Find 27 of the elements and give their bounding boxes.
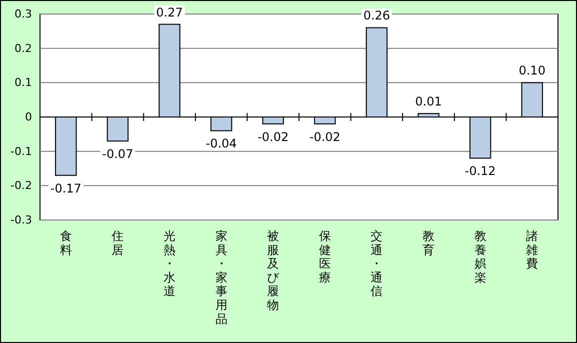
data-label: 0.10 (518, 64, 546, 78)
x-tick-label: 教養娯楽 (474, 229, 486, 284)
data-label: 0.26 (363, 8, 390, 23)
x-tick-label: 食料 (60, 229, 72, 257)
data-label: 0.01 (415, 94, 442, 109)
data-label: 0.27 (156, 5, 183, 20)
y-tick-label: 0 (25, 110, 32, 124)
x-tick-label: 家具・家事用品 (215, 229, 228, 326)
y-tick-label: -0.3 (10, 214, 32, 227)
data-label: -0.02 (309, 130, 340, 144)
y-tick-label: 0.2 (14, 42, 32, 55)
x-tick-label: 被服及び履物 (267, 229, 280, 312)
y-tick-label: 0.1 (14, 76, 32, 90)
data-label: -0.17 (50, 181, 82, 196)
x-tick-label: 光熱・水道 (164, 229, 176, 298)
y-tick-label: 0.3 (14, 8, 32, 21)
data-label: -0.12 (464, 164, 496, 178)
x-tick-label: 諸雑費 (526, 229, 538, 271)
data-label: -0.02 (258, 130, 289, 144)
x-tick-label: 住居 (110, 229, 124, 257)
data-label: -0.07 (102, 147, 134, 162)
data-label: -0.04 (206, 136, 237, 151)
x-tick-label: 交通・通信 (370, 229, 383, 298)
x-tick-label: 保健医療 (318, 229, 331, 284)
y-tick-label: -0.1 (10, 144, 32, 158)
x-tick-label: 教育 (422, 229, 434, 257)
y-tick-label: -0.2 (10, 179, 32, 192)
